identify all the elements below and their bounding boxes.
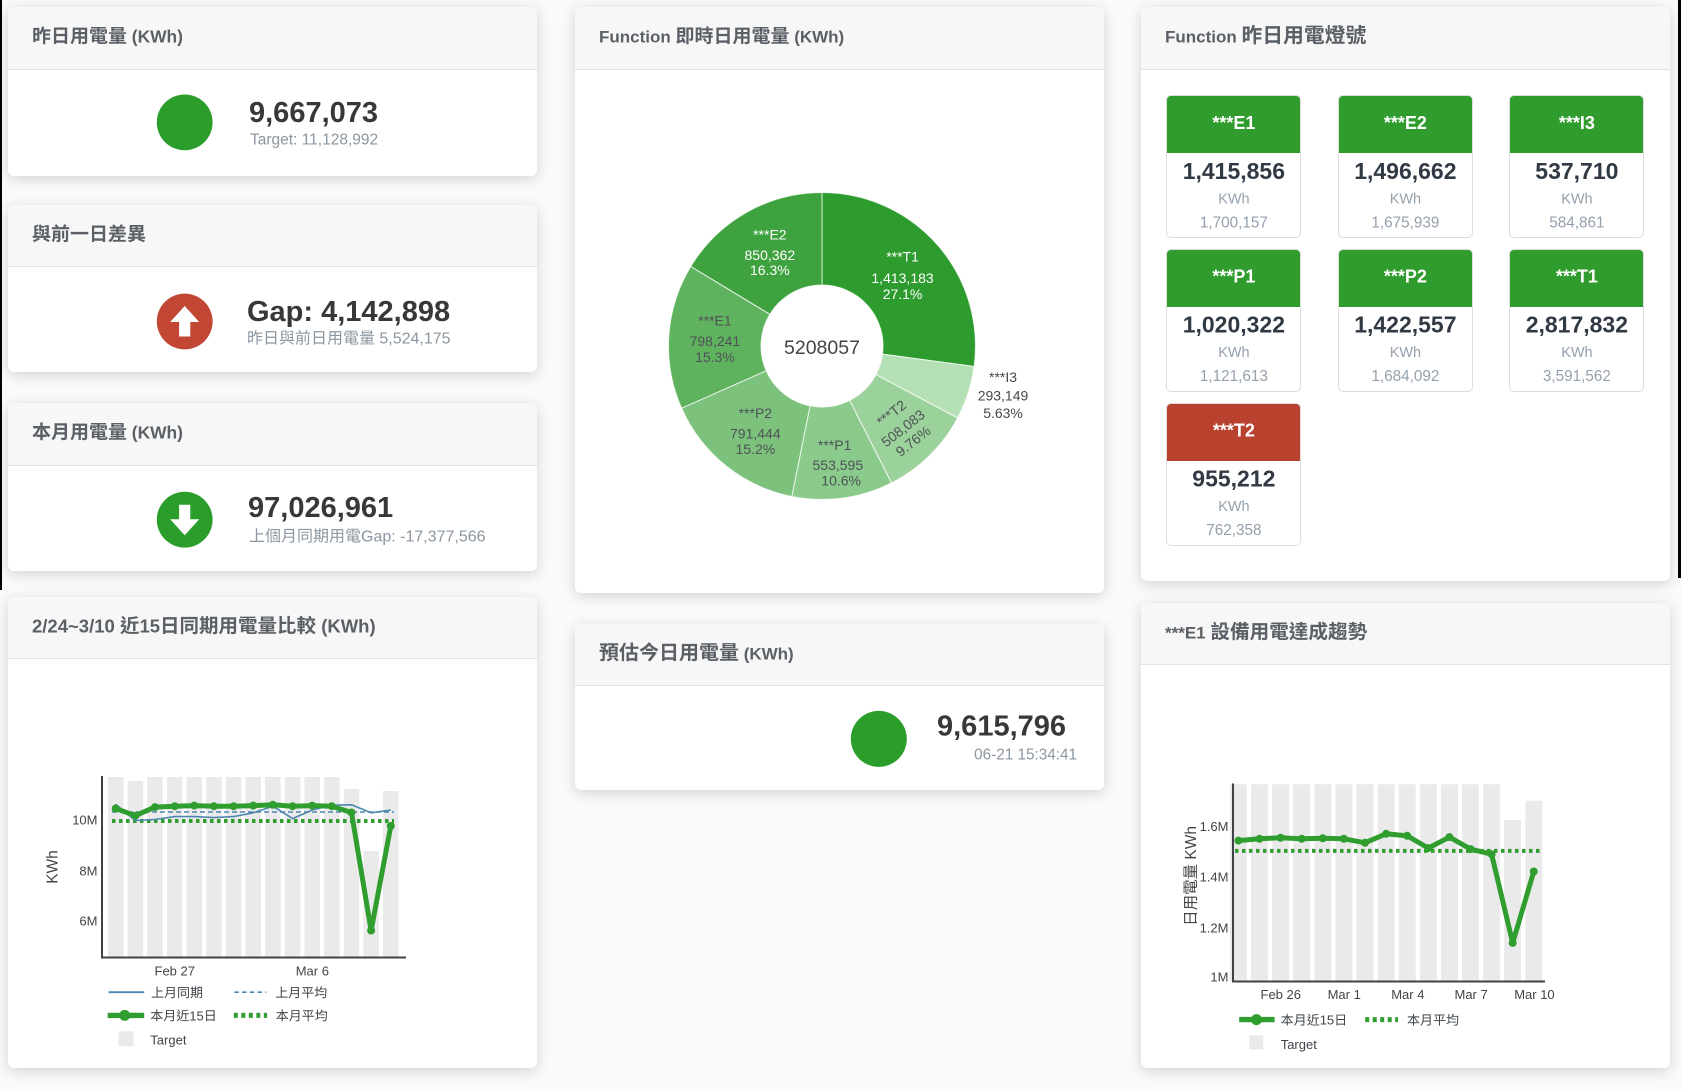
svg-text:537,710: 537,710 — [1535, 158, 1618, 184]
svg-text:9,615,796: 9,615,796 — [937, 711, 1066, 743]
svg-text:15: 15 — [1320, 1013, 1334, 1028]
svg-text:16.3%: 16.3% — [750, 262, 790, 278]
svg-text:Target: Target — [1281, 1037, 1318, 1052]
svg-text:3,591,562: 3,591,562 — [1543, 368, 1611, 385]
svg-text:KWh: KWh — [1218, 345, 1249, 361]
svg-text:Feb 26: Feb 26 — [1261, 987, 1301, 1002]
svg-text:955,212: 955,212 — [1192, 466, 1275, 492]
svg-text:5208057: 5208057 — [784, 337, 860, 359]
svg-text:***P1: ***P1 — [818, 437, 852, 453]
svg-text:Target: 11,128,992: Target: 11,128,992 — [250, 131, 378, 148]
svg-text:(KWh): (KWh) — [744, 645, 794, 664]
svg-text:***T1: ***T1 — [1556, 267, 1598, 287]
svg-text:1,020,322: 1,020,322 — [1183, 312, 1285, 338]
svg-text:762,358: 762,358 — [1206, 522, 1261, 539]
svg-text:***E2: ***E2 — [753, 226, 787, 242]
svg-text:Gap: 4,142,898: Gap: 4,142,898 — [247, 296, 450, 328]
svg-text:KWh: KWh — [1390, 345, 1421, 361]
svg-text:Mar 6: Mar 6 — [296, 964, 329, 979]
svg-text:Mar 4: Mar 4 — [1391, 987, 1424, 1002]
svg-text:Function: Function — [1165, 28, 1237, 47]
svg-text:Gap: -17,377,566: Gap: -17,377,566 — [361, 529, 486, 546]
svg-text:1M: 1M — [1210, 970, 1228, 985]
svg-text:15: 15 — [189, 1008, 203, 1023]
svg-text:293,149: 293,149 — [978, 388, 1029, 404]
svg-text:Mar 7: Mar 7 — [1455, 987, 1488, 1002]
svg-text:***P2: ***P2 — [1384, 267, 1427, 287]
svg-text:9,667,073: 9,667,073 — [249, 97, 378, 129]
svg-text:(KWh): (KWh) — [132, 423, 183, 443]
svg-text:(KWh): (KWh) — [132, 27, 183, 47]
svg-text:1,415,856: 1,415,856 — [1183, 158, 1285, 184]
svg-text:15.3%: 15.3% — [695, 349, 735, 365]
svg-text:1,496,662: 1,496,662 — [1354, 158, 1456, 184]
svg-text:KWh: KWh — [1390, 191, 1421, 207]
svg-text:KWh: KWh — [1218, 191, 1249, 207]
svg-text:***E1: ***E1 — [1212, 113, 1255, 133]
svg-text:8M: 8M — [79, 863, 97, 878]
svg-text:1,422,557: 1,422,557 — [1354, 312, 1456, 338]
svg-text:Function: Function — [599, 28, 671, 47]
svg-text:1,675,939: 1,675,939 — [1371, 214, 1439, 231]
svg-text:(KWh): (KWh) — [794, 28, 844, 47]
svg-text:Mar 1: Mar 1 — [1328, 987, 1361, 1002]
svg-text:27.1%: 27.1% — [883, 286, 923, 302]
svg-text:***I3: ***I3 — [989, 369, 1017, 385]
svg-text:798,241: 798,241 — [690, 333, 741, 349]
svg-text:15.2%: 15.2% — [736, 441, 776, 457]
svg-text:553,595: 553,595 — [813, 457, 864, 473]
svg-text:Feb 27: Feb 27 — [155, 964, 195, 979]
svg-text:***T2: ***T2 — [1213, 421, 1255, 441]
svg-text:1,700,157: 1,700,157 — [1200, 214, 1268, 231]
svg-text:15: 15 — [140, 616, 161, 637]
svg-text:KWh: KWh — [1561, 191, 1592, 207]
svg-text:Target: Target — [150, 1032, 187, 1047]
svg-text:5,524,175: 5,524,175 — [379, 331, 450, 348]
svg-text:(KWh): (KWh) — [321, 616, 375, 637]
svg-text:850,362: 850,362 — [745, 247, 796, 263]
svg-text:1,413,183: 1,413,183 — [871, 270, 933, 286]
svg-text:2,817,832: 2,817,832 — [1526, 312, 1628, 338]
svg-text:584,861: 584,861 — [1549, 214, 1604, 231]
svg-text:KWh: KWh — [45, 850, 62, 884]
svg-text:1.6M: 1.6M — [1200, 819, 1229, 834]
svg-text:1,121,613: 1,121,613 — [1200, 368, 1268, 385]
svg-text:5.63%: 5.63% — [983, 405, 1023, 421]
svg-text:***E2: ***E2 — [1384, 113, 1427, 133]
svg-text:***I3: ***I3 — [1559, 113, 1595, 133]
svg-text:1,684,092: 1,684,092 — [1371, 368, 1439, 385]
svg-text:***E1: ***E1 — [698, 313, 732, 329]
svg-text:***P2: ***P2 — [739, 405, 773, 421]
svg-text:***E1: ***E1 — [1165, 624, 1206, 643]
svg-text:2/24~3/10: 2/24~3/10 — [32, 616, 115, 637]
svg-text:***P1: ***P1 — [1212, 267, 1255, 287]
svg-text:Mar 10: Mar 10 — [1514, 987, 1554, 1002]
svg-text:10M: 10M — [72, 812, 97, 827]
svg-text:1.2M: 1.2M — [1200, 921, 1229, 936]
svg-text:6M: 6M — [79, 913, 97, 928]
svg-text:1.4M: 1.4M — [1200, 869, 1229, 884]
svg-text:10.6%: 10.6% — [821, 473, 861, 489]
svg-text:791,444: 791,444 — [730, 425, 781, 441]
svg-text:***T1: ***T1 — [886, 248, 919, 264]
svg-text:97,026,961: 97,026,961 — [248, 492, 393, 524]
svg-text:KWh: KWh — [1218, 499, 1249, 515]
svg-text:06-21 15:34:41: 06-21 15:34:41 — [974, 747, 1077, 764]
svg-text:KWh: KWh — [1561, 345, 1592, 361]
svg-text:KWh: KWh — [1183, 826, 1200, 860]
